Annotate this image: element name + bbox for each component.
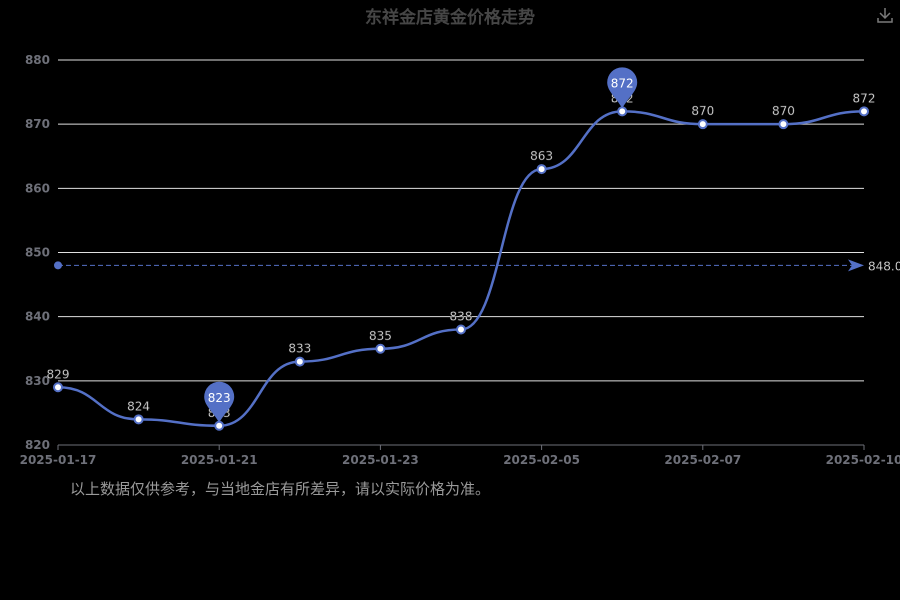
min-pin-icon bbox=[204, 381, 235, 423]
y-tick-label: 820 bbox=[25, 438, 50, 452]
data-point[interactable] bbox=[778, 119, 789, 130]
arrow-icon bbox=[848, 259, 864, 272]
data-label: 824 bbox=[127, 399, 150, 413]
x-tick-label: 2025-02-05 bbox=[503, 453, 580, 467]
data-point[interactable] bbox=[617, 106, 628, 117]
data-label: 863 bbox=[530, 149, 553, 163]
data-point[interactable] bbox=[214, 420, 225, 431]
data-label: 872 bbox=[853, 91, 876, 105]
price-line bbox=[57, 110, 865, 428]
chart-title: 东祥金店黄金价格走势 bbox=[365, 8, 535, 28]
y-tick-label: 830 bbox=[25, 374, 50, 388]
data-label: 829 bbox=[47, 367, 70, 381]
average-label: 848.0 bbox=[868, 259, 900, 273]
data-point[interactable] bbox=[536, 164, 547, 175]
data-label: 870 bbox=[691, 104, 714, 118]
max-pin-label: 872 bbox=[611, 76, 634, 90]
x-tick-label: 2025-02-10 bbox=[826, 453, 900, 467]
data-point[interactable] bbox=[294, 356, 305, 367]
data-label: 835 bbox=[369, 329, 392, 343]
data-point[interactable] bbox=[697, 119, 708, 130]
y-tick-label: 870 bbox=[25, 117, 50, 131]
data-point[interactable] bbox=[133, 414, 144, 425]
max-pin-icon bbox=[607, 67, 638, 109]
data-label: 833 bbox=[288, 342, 311, 356]
y-tick-label: 880 bbox=[25, 53, 50, 67]
x-tick-label: 2025-01-21 bbox=[181, 453, 258, 467]
data-point[interactable] bbox=[375, 343, 386, 354]
download-icon[interactable] bbox=[876, 6, 894, 24]
y-tick-label: 850 bbox=[25, 246, 50, 260]
min-pin-label: 823 bbox=[208, 391, 231, 405]
x-tick-label: 2025-02-07 bbox=[664, 453, 741, 467]
x-tick-label: 2025-01-23 bbox=[342, 453, 419, 467]
x-tick-label: 2025-01-17 bbox=[20, 453, 97, 467]
data-label: 838 bbox=[450, 310, 473, 324]
disclaimer-note: 以上数据仅供参考，与当地金店有所差异，请以实际价格为准。 bbox=[70, 480, 491, 498]
y-tick-label: 860 bbox=[25, 181, 50, 195]
data-point[interactable] bbox=[53, 382, 63, 393]
data-point[interactable] bbox=[456, 324, 466, 335]
data-label: 870 bbox=[772, 104, 795, 118]
data-point[interactable] bbox=[859, 106, 869, 117]
y-tick-label: 840 bbox=[25, 310, 50, 324]
